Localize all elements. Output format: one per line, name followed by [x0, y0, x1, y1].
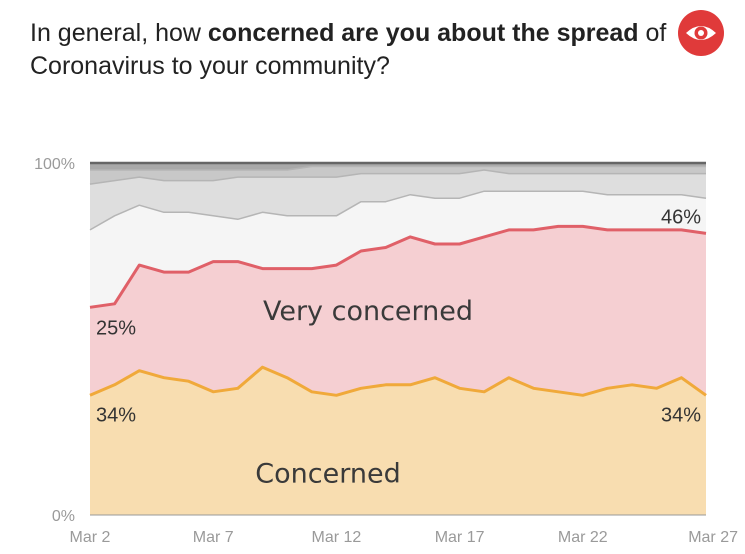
area-layer-4: [90, 170, 706, 230]
x-axis-ticks: Mar 2 Mar 7 Mar 12 Mar 17 Mar 22 Mar 27: [70, 529, 739, 546]
x-tick-label: Mar 27: [688, 529, 738, 546]
series-lines: [89, 161, 707, 397]
data-label: 34%: [96, 404, 136, 426]
x-tick-label: Mar 12: [312, 529, 362, 546]
x-tick-label: Mar 22: [558, 529, 608, 546]
area-layer-5: [90, 166, 706, 185]
area-layers: [90, 163, 706, 515]
area-very-concerned: [90, 226, 706, 396]
title-part2: of Coronavirus to your community?: [30, 19, 667, 80]
data-label: 46%: [661, 206, 701, 228]
title-bold: concerned are you about the spread: [207, 19, 639, 47]
title-part1: In general, how: [30, 19, 208, 47]
area-label: Very concerned: [263, 296, 473, 327]
line-layer-3: [89, 190, 707, 231]
x-tick-label: Mar 17: [435, 529, 485, 546]
line-layer-5: [90, 165, 706, 171]
line-very-concerned: [89, 224, 707, 309]
x-tick-label: Mar 7: [193, 529, 234, 546]
area-concerned: [90, 367, 706, 515]
line-concerned: [89, 365, 707, 397]
area-layer-3: [90, 191, 706, 308]
line-layer-4: [89, 169, 706, 185]
chart-title: In general, how concerned are you about …: [30, 17, 670, 83]
data-labels: 25% 46% 34% 34% Very concerned Concerned: [96, 206, 701, 489]
x-tick-label: Mar 2: [70, 529, 111, 546]
eye-icon: [678, 10, 724, 56]
y-axis-ticks: 100% 0%: [34, 156, 75, 525]
data-label: 25%: [96, 317, 136, 339]
y-tick-label: 0%: [52, 508, 75, 525]
area-label: Concerned: [255, 458, 400, 489]
data-label: 34%: [661, 404, 701, 426]
y-tick-label: 100%: [34, 156, 75, 173]
